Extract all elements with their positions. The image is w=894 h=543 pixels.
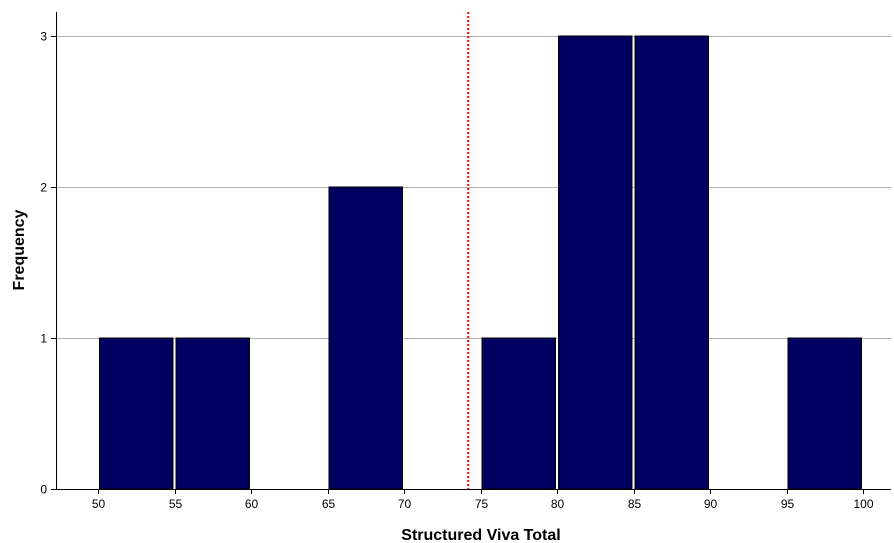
y-tick-label-2: 2 [40,181,47,195]
x-tick-label-85: 85 [628,497,642,511]
y-axis-title: Frequency [11,209,28,290]
x-tick-label-60: 60 [245,497,259,511]
x-tick-label-65: 65 [322,497,336,511]
x-tick-label-55: 55 [169,497,183,511]
histogram-bar-50-55 [99,337,174,490]
gridlines [56,36,891,339]
x-tick-label-90: 90 [704,497,718,511]
y-tick-label-1: 1 [40,332,47,346]
tick-labels: 0 1 2 3 50 55 60 65 70 75 80 85 90 95 100 [40,30,874,512]
y-tick-label-0: 0 [40,483,47,497]
x-tick-label-80: 80 [551,497,565,511]
axes [51,12,891,494]
histogram-bar-55-60 [175,337,250,490]
histogram-bar-75-80 [481,337,556,490]
y-tick-label-3: 3 [40,30,47,44]
x-tick-label-50: 50 [92,497,106,511]
histogram-bar-85-90 [634,35,709,490]
x-tick-label-75: 75 [475,497,489,511]
histogram-bar-80-85 [558,35,633,490]
histogram-bar-65-70 [328,186,403,490]
histogram-bar-95-100 [787,337,862,490]
x-axis-title: Structured Viva Total [401,527,560,543]
x-tick-label-100: 100 [853,497,873,511]
x-tick-label-95: 95 [781,497,795,511]
x-tick-label-70: 70 [398,497,412,511]
bars [99,35,862,490]
